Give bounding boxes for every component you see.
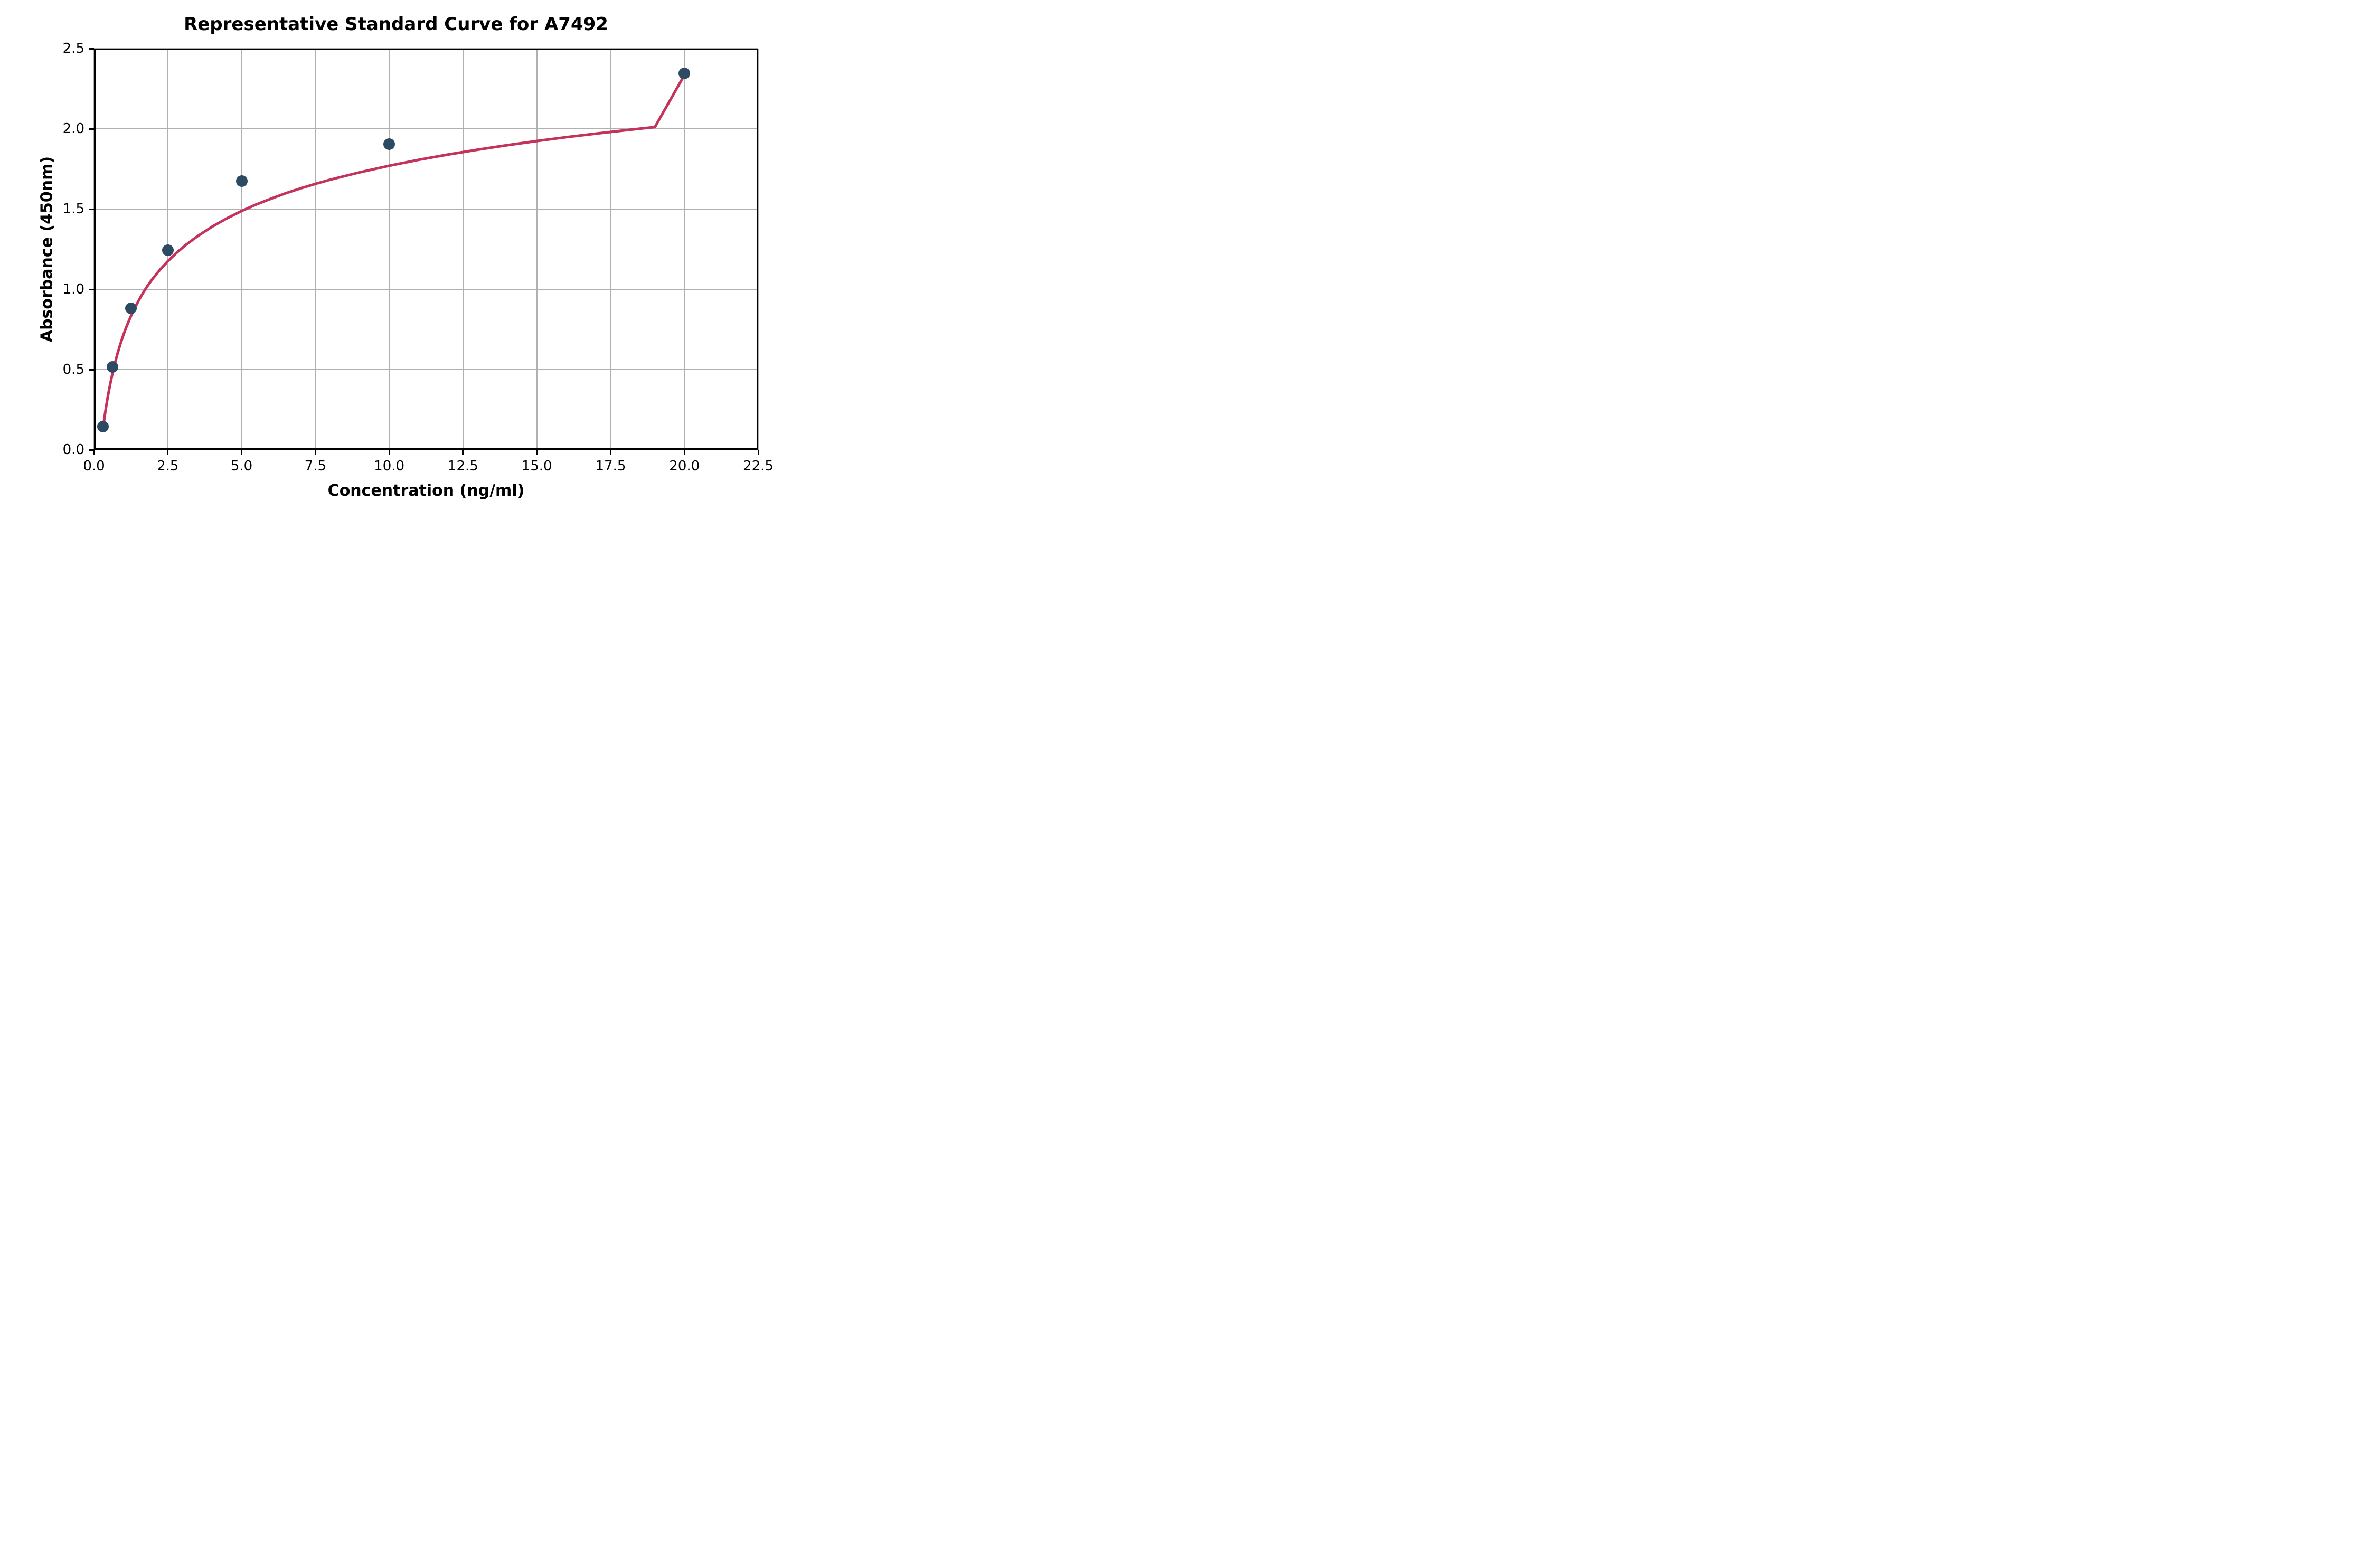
grid-line-horizontal xyxy=(94,209,758,210)
x-tick-mark xyxy=(684,450,685,455)
x-tick-mark xyxy=(241,450,242,455)
x-tick-label: 10.0 xyxy=(374,458,404,474)
grid-line-vertical xyxy=(315,49,316,450)
x-axis-label: Concentration (ng/ml) xyxy=(328,481,525,500)
x-tick-mark xyxy=(167,450,168,455)
data-point xyxy=(162,244,174,256)
chart-title: Representative Standard Curve for A7492 xyxy=(0,14,792,35)
grid-line-vertical xyxy=(389,49,390,450)
y-tick-mark xyxy=(89,128,94,130)
x-tick-label: 0.0 xyxy=(83,458,105,474)
grid-line-vertical xyxy=(241,49,242,450)
y-tick-label: 0.5 xyxy=(63,362,84,377)
grid-line-vertical xyxy=(463,49,464,450)
x-tick-mark xyxy=(93,450,95,455)
x-tick-label: 15.0 xyxy=(522,458,552,474)
axis-spine xyxy=(757,49,758,450)
y-tick-label: 2.5 xyxy=(63,41,84,56)
data-point xyxy=(678,68,690,79)
plot-area xyxy=(94,49,758,450)
x-tick-label: 2.5 xyxy=(157,458,178,474)
data-point xyxy=(107,361,118,373)
y-tick-label: 0.0 xyxy=(63,442,84,458)
x-tick-mark xyxy=(610,450,611,455)
y-tick-mark xyxy=(89,369,94,371)
fit-curve xyxy=(103,75,684,426)
x-tick-label: 5.0 xyxy=(231,458,252,474)
y-tick-mark xyxy=(89,449,94,451)
data-point xyxy=(97,421,109,432)
axis-spine xyxy=(94,49,758,50)
x-tick-label: 22.5 xyxy=(743,458,774,474)
grid-line-horizontal xyxy=(94,128,758,129)
y-tick-label: 1.5 xyxy=(63,201,84,217)
data-point xyxy=(125,303,137,314)
x-tick-label: 12.5 xyxy=(448,458,478,474)
x-tick-label: 7.5 xyxy=(305,458,326,474)
x-tick-label: 17.5 xyxy=(595,458,626,474)
x-tick-label: 20.0 xyxy=(669,458,700,474)
grid-line-vertical xyxy=(610,49,611,450)
y-axis-label: Absorbance (450nm) xyxy=(38,156,56,342)
x-tick-mark xyxy=(315,450,316,455)
x-tick-mark xyxy=(536,450,538,455)
axis-spine xyxy=(94,448,758,450)
y-tick-mark xyxy=(89,289,94,290)
figure: Representative Standard Curve for A7492 … xyxy=(0,0,792,523)
grid-line-horizontal xyxy=(94,369,758,370)
grid-line-vertical xyxy=(536,49,538,450)
curve-layer xyxy=(94,49,758,450)
y-tick-label: 1.0 xyxy=(63,281,84,297)
data-point xyxy=(236,175,248,187)
y-tick-label: 2.0 xyxy=(63,121,84,137)
grid-line-vertical xyxy=(684,49,685,450)
y-tick-mark xyxy=(89,209,94,210)
y-tick-mark xyxy=(89,48,94,50)
x-tick-mark xyxy=(389,450,390,455)
axis-spine xyxy=(94,49,96,450)
grid-line-horizontal xyxy=(94,289,758,290)
x-tick-mark xyxy=(462,450,464,455)
data-point xyxy=(383,138,395,150)
x-tick-mark xyxy=(758,450,759,455)
